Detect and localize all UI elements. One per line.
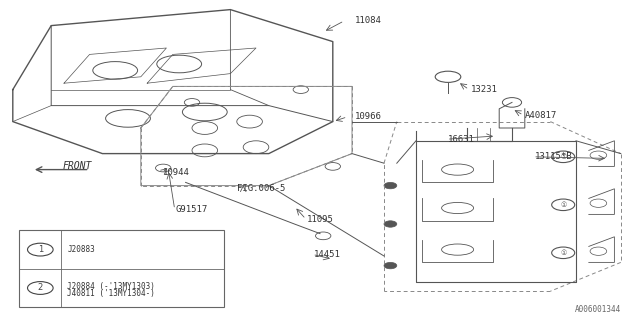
Text: FRONT: FRONT xyxy=(62,161,92,172)
Text: 1: 1 xyxy=(38,245,43,254)
Text: ①: ① xyxy=(560,154,566,160)
Text: 2: 2 xyxy=(38,284,43,292)
Circle shape xyxy=(384,182,397,189)
Text: G91517: G91517 xyxy=(176,205,208,214)
Text: J20884 (-'13MY1303): J20884 (-'13MY1303) xyxy=(67,282,155,291)
Text: 11084: 11084 xyxy=(355,16,382,25)
Text: FIG.006-5: FIG.006-5 xyxy=(237,184,285,193)
Text: A006001344: A006001344 xyxy=(575,305,621,314)
Bar xyxy=(19,230,224,307)
Text: 11095: 11095 xyxy=(307,215,334,224)
Text: J20883: J20883 xyxy=(67,245,95,254)
Circle shape xyxy=(384,221,397,227)
Text: 14451: 14451 xyxy=(314,250,340,259)
Circle shape xyxy=(384,262,397,269)
Text: 10966: 10966 xyxy=(355,112,382,121)
Text: ①: ① xyxy=(560,250,566,256)
Text: J40811 ('13MY1304-): J40811 ('13MY1304-) xyxy=(67,289,155,298)
Text: A40817: A40817 xyxy=(525,111,557,120)
Text: 16631: 16631 xyxy=(448,135,475,144)
Text: 13115*B: 13115*B xyxy=(534,152,572,161)
Text: ①: ① xyxy=(560,202,566,208)
Text: 13231: 13231 xyxy=(470,85,497,94)
Text: 10944: 10944 xyxy=(163,168,190,177)
